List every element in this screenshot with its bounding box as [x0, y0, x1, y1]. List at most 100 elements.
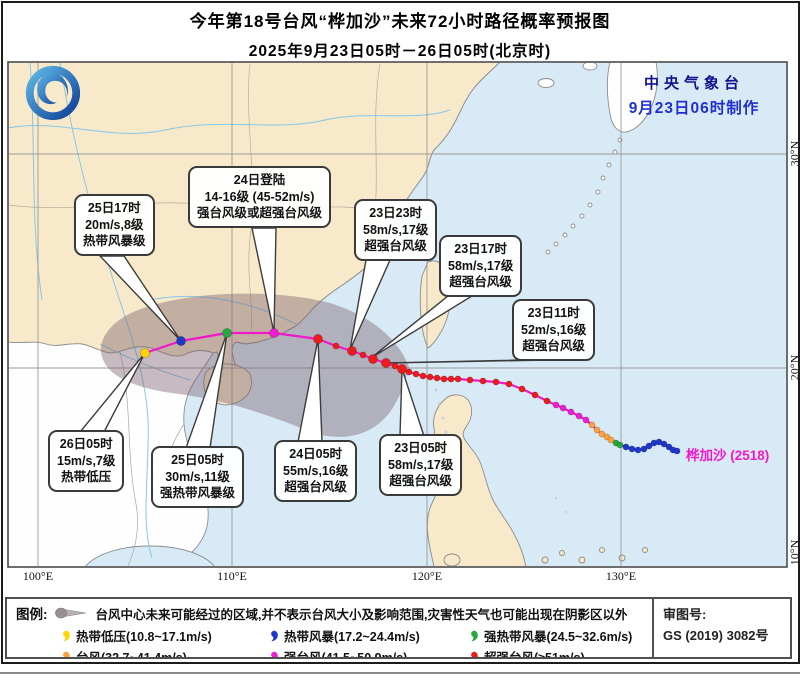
lat-label: 30°N	[787, 140, 800, 167]
callout-23日23时: 23日23时 58m/s,17级 超强台风级	[354, 199, 438, 261]
track-point	[559, 404, 567, 412]
callout-25日17时: 25日17时 20m/s,8级 热带风暴级	[74, 194, 155, 256]
track-point	[419, 372, 427, 380]
legend-item-ts: 热带风暴(17.2~24.4m/s)	[270, 626, 470, 645]
typhoon-marker-icon	[63, 651, 70, 657]
track-point	[607, 436, 615, 444]
track-point	[332, 342, 340, 350]
issue-time: 9月23日06时制作	[628, 100, 760, 117]
callout-line: 热带低压	[61, 470, 112, 484]
callout-line: 23日11时	[527, 306, 580, 320]
callout-line: 超强台风级	[449, 275, 512, 289]
track-point	[518, 385, 526, 393]
legend-item-super: 超强台风(≥51m/s)	[470, 647, 648, 657]
issuer-credit: 中央气象台 9月23日06时制作	[596, 72, 792, 118]
callout-line: 58m/s,17级	[448, 258, 514, 273]
probability-cone	[100, 293, 410, 437]
legend-item-sty: 强台风(41.5~50.9m/s)	[270, 647, 470, 657]
lon-label: 130°E	[605, 569, 637, 583]
lon-label: 120°E	[411, 569, 443, 583]
typhoon-marker-icon	[471, 651, 478, 657]
track-point	[552, 401, 560, 409]
track-point	[628, 445, 636, 453]
cma-logo-icon	[25, 65, 81, 121]
callout-line: 20m/s,8级	[85, 217, 144, 232]
track-point	[140, 348, 150, 358]
track-point	[368, 354, 378, 364]
track-point	[313, 334, 323, 344]
track-point	[347, 346, 357, 356]
kyushu-island	[606, 63, 658, 133]
legend-item-sts: 强热带风暴(24.5~32.6m/s)	[470, 626, 648, 645]
track-point	[222, 328, 232, 338]
track-point	[505, 380, 513, 388]
title-line2: 2025年9月23日05时－26日05时(北京时)	[248, 43, 552, 60]
track-point	[176, 336, 186, 346]
track-point	[616, 441, 624, 449]
cone-icon	[54, 607, 86, 619]
callout-line: 25日17时	[87, 201, 141, 215]
callout-26日05时: 26日05时 15m/s,7级 热带低压	[48, 430, 125, 492]
lon-label: 110°E	[217, 569, 247, 583]
track-point	[575, 412, 583, 420]
callout-tail	[251, 227, 277, 334]
track-point	[593, 426, 601, 434]
callout-line: 58m/s,17级	[363, 222, 429, 237]
issuer-name: 中央气象台	[643, 75, 744, 92]
track-point	[440, 375, 448, 383]
callout-tail	[98, 255, 182, 342]
track-point	[543, 397, 551, 405]
typhoon-marker-icon	[271, 651, 278, 657]
legend-item-td: 热带低压(10.8~17.1m/s)	[62, 626, 270, 645]
callout-line: 14-16级 (45-52m/s)	[204, 189, 315, 204]
track-point	[673, 447, 681, 455]
track-point	[479, 377, 487, 385]
typhoon-marker-icon	[63, 630, 70, 641]
track-point	[492, 378, 500, 386]
track-point	[447, 375, 455, 383]
callout-line: 强热带风暴级	[160, 486, 236, 500]
track-point	[412, 370, 420, 378]
track-point	[397, 364, 407, 374]
ryukyu-islands	[545, 137, 623, 255]
callout-24日05时: 24日05时 55m/s,16级 超强台风级	[274, 440, 358, 502]
license-number: GS (2019) 3082号	[663, 627, 769, 643]
track-point	[567, 408, 575, 416]
callout-line: 15m/s,7级	[57, 453, 116, 468]
track-point	[405, 368, 413, 376]
typhoon-marker-icon	[471, 630, 478, 641]
callout-line: 26日05时	[59, 437, 113, 451]
callout-line: 超强台风级	[522, 339, 585, 353]
track-point	[426, 373, 434, 381]
callout-line: 23日05时	[394, 441, 448, 455]
callout-line: 强台风级或超强台风级	[197, 206, 323, 220]
track-point	[466, 376, 474, 384]
legend-title: 图例:	[16, 607, 48, 622]
callout-line: 52m/s,16级	[521, 322, 587, 337]
callout-line: 25日05时	[171, 453, 224, 467]
typhoon-marker-icon	[271, 630, 278, 641]
track-point	[640, 445, 648, 453]
license-label: 审图号:	[663, 607, 707, 622]
track-point	[598, 430, 606, 438]
callout-line: 24日05时	[289, 447, 343, 461]
callout-line: 24日登陆	[233, 173, 286, 187]
callout-line: 58m/s,17级	[388, 457, 454, 472]
callout-24日登陆: 24日登陆 14-16级 (45-52m/s) 强台风级或超强台风级	[188, 166, 332, 228]
track-point	[433, 374, 441, 382]
legend-item-ty: 台风(32.7~41.4m/s)	[62, 647, 270, 657]
callout-line: 55m/s,16级	[283, 463, 349, 478]
callout-line: 超强台风级	[284, 480, 347, 494]
track-point	[381, 358, 391, 368]
gulf-of-thailand	[85, 545, 215, 566]
callout-23日11时: 23日11时 52m/s,16级 超强台风级	[512, 299, 596, 361]
track-point	[634, 446, 642, 454]
callout-23日17时: 23日17时 58m/s,17级 超强台风级	[439, 235, 523, 297]
track-point	[622, 443, 630, 451]
track-point	[645, 442, 653, 450]
lon-label: 100°E	[22, 569, 54, 583]
typhoon-track	[140, 328, 681, 455]
track-point	[531, 391, 539, 399]
callout-25日05时: 25日05时 30m/s,11级 强热带风暴级	[151, 446, 245, 508]
